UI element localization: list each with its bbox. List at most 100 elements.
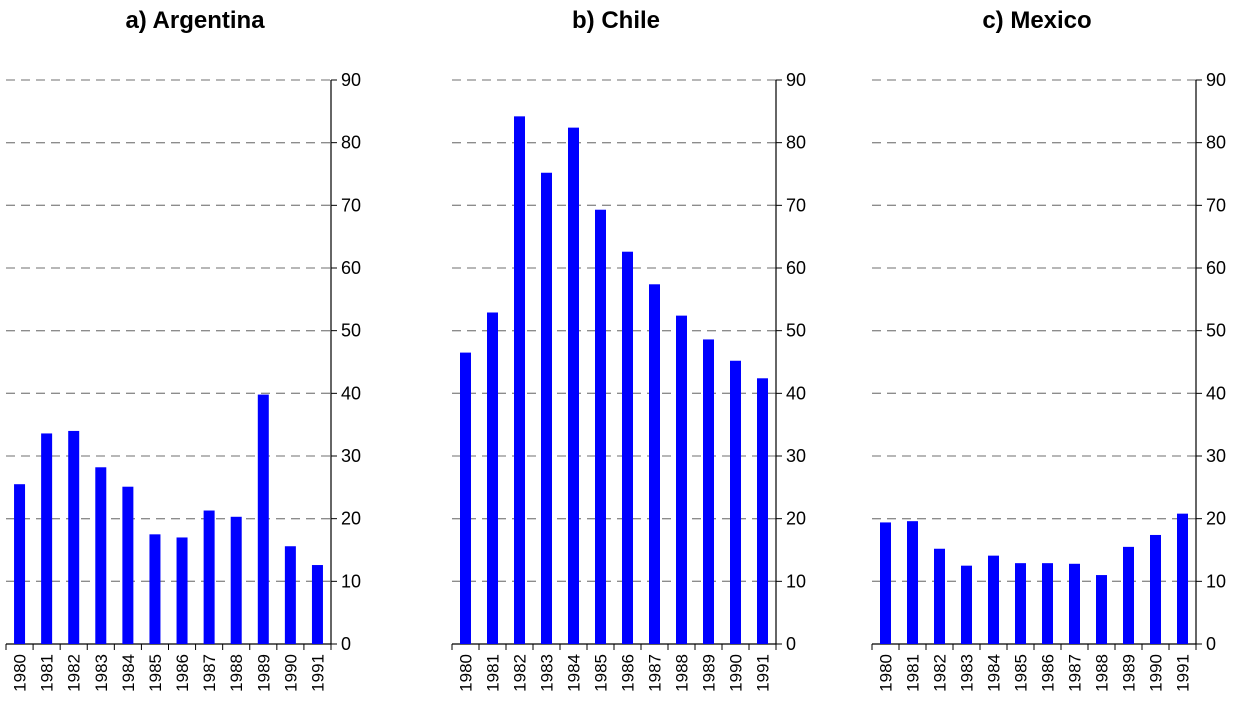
bar — [907, 521, 918, 644]
x-tick-label: 1981 — [484, 654, 503, 692]
chart-title: b) Chile — [572, 7, 660, 34]
x-tick-label: 1989 — [700, 654, 719, 692]
x-tick-label: 1986 — [173, 654, 192, 692]
bar — [203, 510, 215, 644]
x-tick-label: 1985 — [146, 654, 165, 692]
y-tick-label: 50 — [1206, 321, 1226, 341]
y-tick-label: 80 — [341, 133, 361, 153]
y-tick-label: 20 — [1206, 509, 1226, 529]
y-tick-label: 30 — [341, 446, 361, 466]
x-tick-label: 1983 — [538, 654, 557, 692]
y-tick-label: 10 — [1206, 571, 1226, 591]
x-tick-label: 1984 — [985, 654, 1004, 692]
x-tick-label: 1980 — [11, 654, 30, 692]
y-tick-label: 90 — [1206, 70, 1226, 90]
y-tick-label: 10 — [786, 571, 806, 591]
bar — [595, 209, 606, 644]
bar — [880, 522, 891, 644]
x-tick-label: 1985 — [592, 654, 611, 692]
x-tick-label: 1980 — [457, 654, 476, 692]
panel-mexico: c) Mexico 0 10 20 30 40 50 60 70 80 90 1980 1981 198… — [871, 7, 1226, 692]
bar — [649, 284, 660, 644]
y-tick-label: 20 — [341, 509, 361, 529]
bar — [622, 251, 633, 644]
bar — [1042, 563, 1053, 644]
y-tick-label: 50 — [786, 321, 806, 341]
bar — [41, 433, 53, 644]
y-tick-label: 0 — [1206, 634, 1216, 654]
x-tick-label: 1991 — [754, 654, 773, 692]
x-tick-label: 1981 — [38, 654, 57, 692]
x-tick-label: 1991 — [1174, 654, 1193, 692]
x-tick-label: 1990 — [281, 654, 300, 692]
bar — [514, 116, 525, 644]
x-tick-label: 1990 — [727, 654, 746, 692]
bar — [703, 339, 714, 644]
y-tick-label: 90 — [786, 70, 806, 90]
bar — [1177, 513, 1188, 644]
panel-chile: b) Chile 0 10 20 30 40 50 60 70 80 90 1980 1981 1982… — [451, 7, 806, 692]
chart-title: a) Argentina — [125, 7, 265, 34]
x-tick-label: 1989 — [1120, 654, 1139, 692]
x-tick-label: 1982 — [931, 654, 950, 692]
x-tick-label: 1982 — [65, 654, 84, 692]
x-tick-label: 1987 — [646, 654, 665, 692]
panel-argentina: a) Argentina 0 10 20 30 40 50 60 70 80 90 1980 1981… — [5, 7, 361, 692]
x-tick-label: 1986 — [619, 654, 638, 692]
bar — [934, 548, 945, 644]
y-tick-label: 30 — [786, 446, 806, 466]
x-tick-label: 1987 — [1066, 654, 1085, 692]
bar — [284, 546, 296, 644]
bar — [257, 394, 269, 644]
y-tick-label: 70 — [786, 195, 806, 215]
bar — [1069, 563, 1080, 644]
y-tick-label: 10 — [341, 571, 361, 591]
y-tick-label: 40 — [786, 383, 806, 403]
x-tick-label: 1990 — [1147, 654, 1166, 692]
y-tick-label: 30 — [1206, 446, 1226, 466]
x-tick-label: 1983 — [958, 654, 977, 692]
x-tick-label: 1986 — [1039, 654, 1058, 692]
y-tick-label: 0 — [786, 634, 796, 654]
y-tick-label: 90 — [341, 70, 361, 90]
x-tick-label: 1988 — [227, 654, 246, 692]
x-tick-label: 1989 — [254, 654, 273, 692]
x-tick-label: 1982 — [511, 654, 530, 692]
y-tick-label: 80 — [786, 133, 806, 153]
x-tick-label: 1983 — [92, 654, 111, 692]
bar — [1015, 563, 1026, 644]
bar — [541, 172, 552, 644]
bar — [95, 467, 107, 644]
y-tick-label: 60 — [786, 258, 806, 278]
x-tick-label: 1988 — [673, 654, 692, 692]
bar — [230, 516, 242, 644]
y-tick-label: 60 — [341, 258, 361, 278]
x-tick-label: 1981 — [904, 654, 923, 692]
x-tick-label: 1984 — [119, 654, 138, 692]
x-tick-label: 1985 — [1012, 654, 1031, 692]
bar — [568, 127, 579, 645]
y-tick-label: 0 — [341, 634, 351, 654]
x-tick-label: 1988 — [1093, 654, 1112, 692]
bar — [757, 378, 768, 644]
bar — [68, 430, 80, 644]
y-tick-label: 40 — [1206, 383, 1226, 403]
y-tick-label: 80 — [1206, 133, 1226, 153]
y-tick-label: 40 — [341, 383, 361, 403]
x-tick-label: 1991 — [308, 654, 327, 692]
y-tick-label: 60 — [1206, 258, 1226, 278]
bar — [961, 565, 972, 644]
x-tick-label: 1980 — [877, 654, 896, 692]
bar — [460, 352, 471, 644]
bar — [988, 555, 999, 644]
y-tick-label: 70 — [341, 195, 361, 215]
x-tick-label: 1987 — [200, 654, 219, 692]
x-tick-label: 1984 — [565, 654, 584, 692]
bar — [676, 315, 687, 644]
bar — [1150, 534, 1161, 644]
bar — [311, 565, 323, 644]
bar — [14, 484, 26, 644]
y-tick-label: 70 — [1206, 195, 1226, 215]
bar — [730, 360, 741, 644]
